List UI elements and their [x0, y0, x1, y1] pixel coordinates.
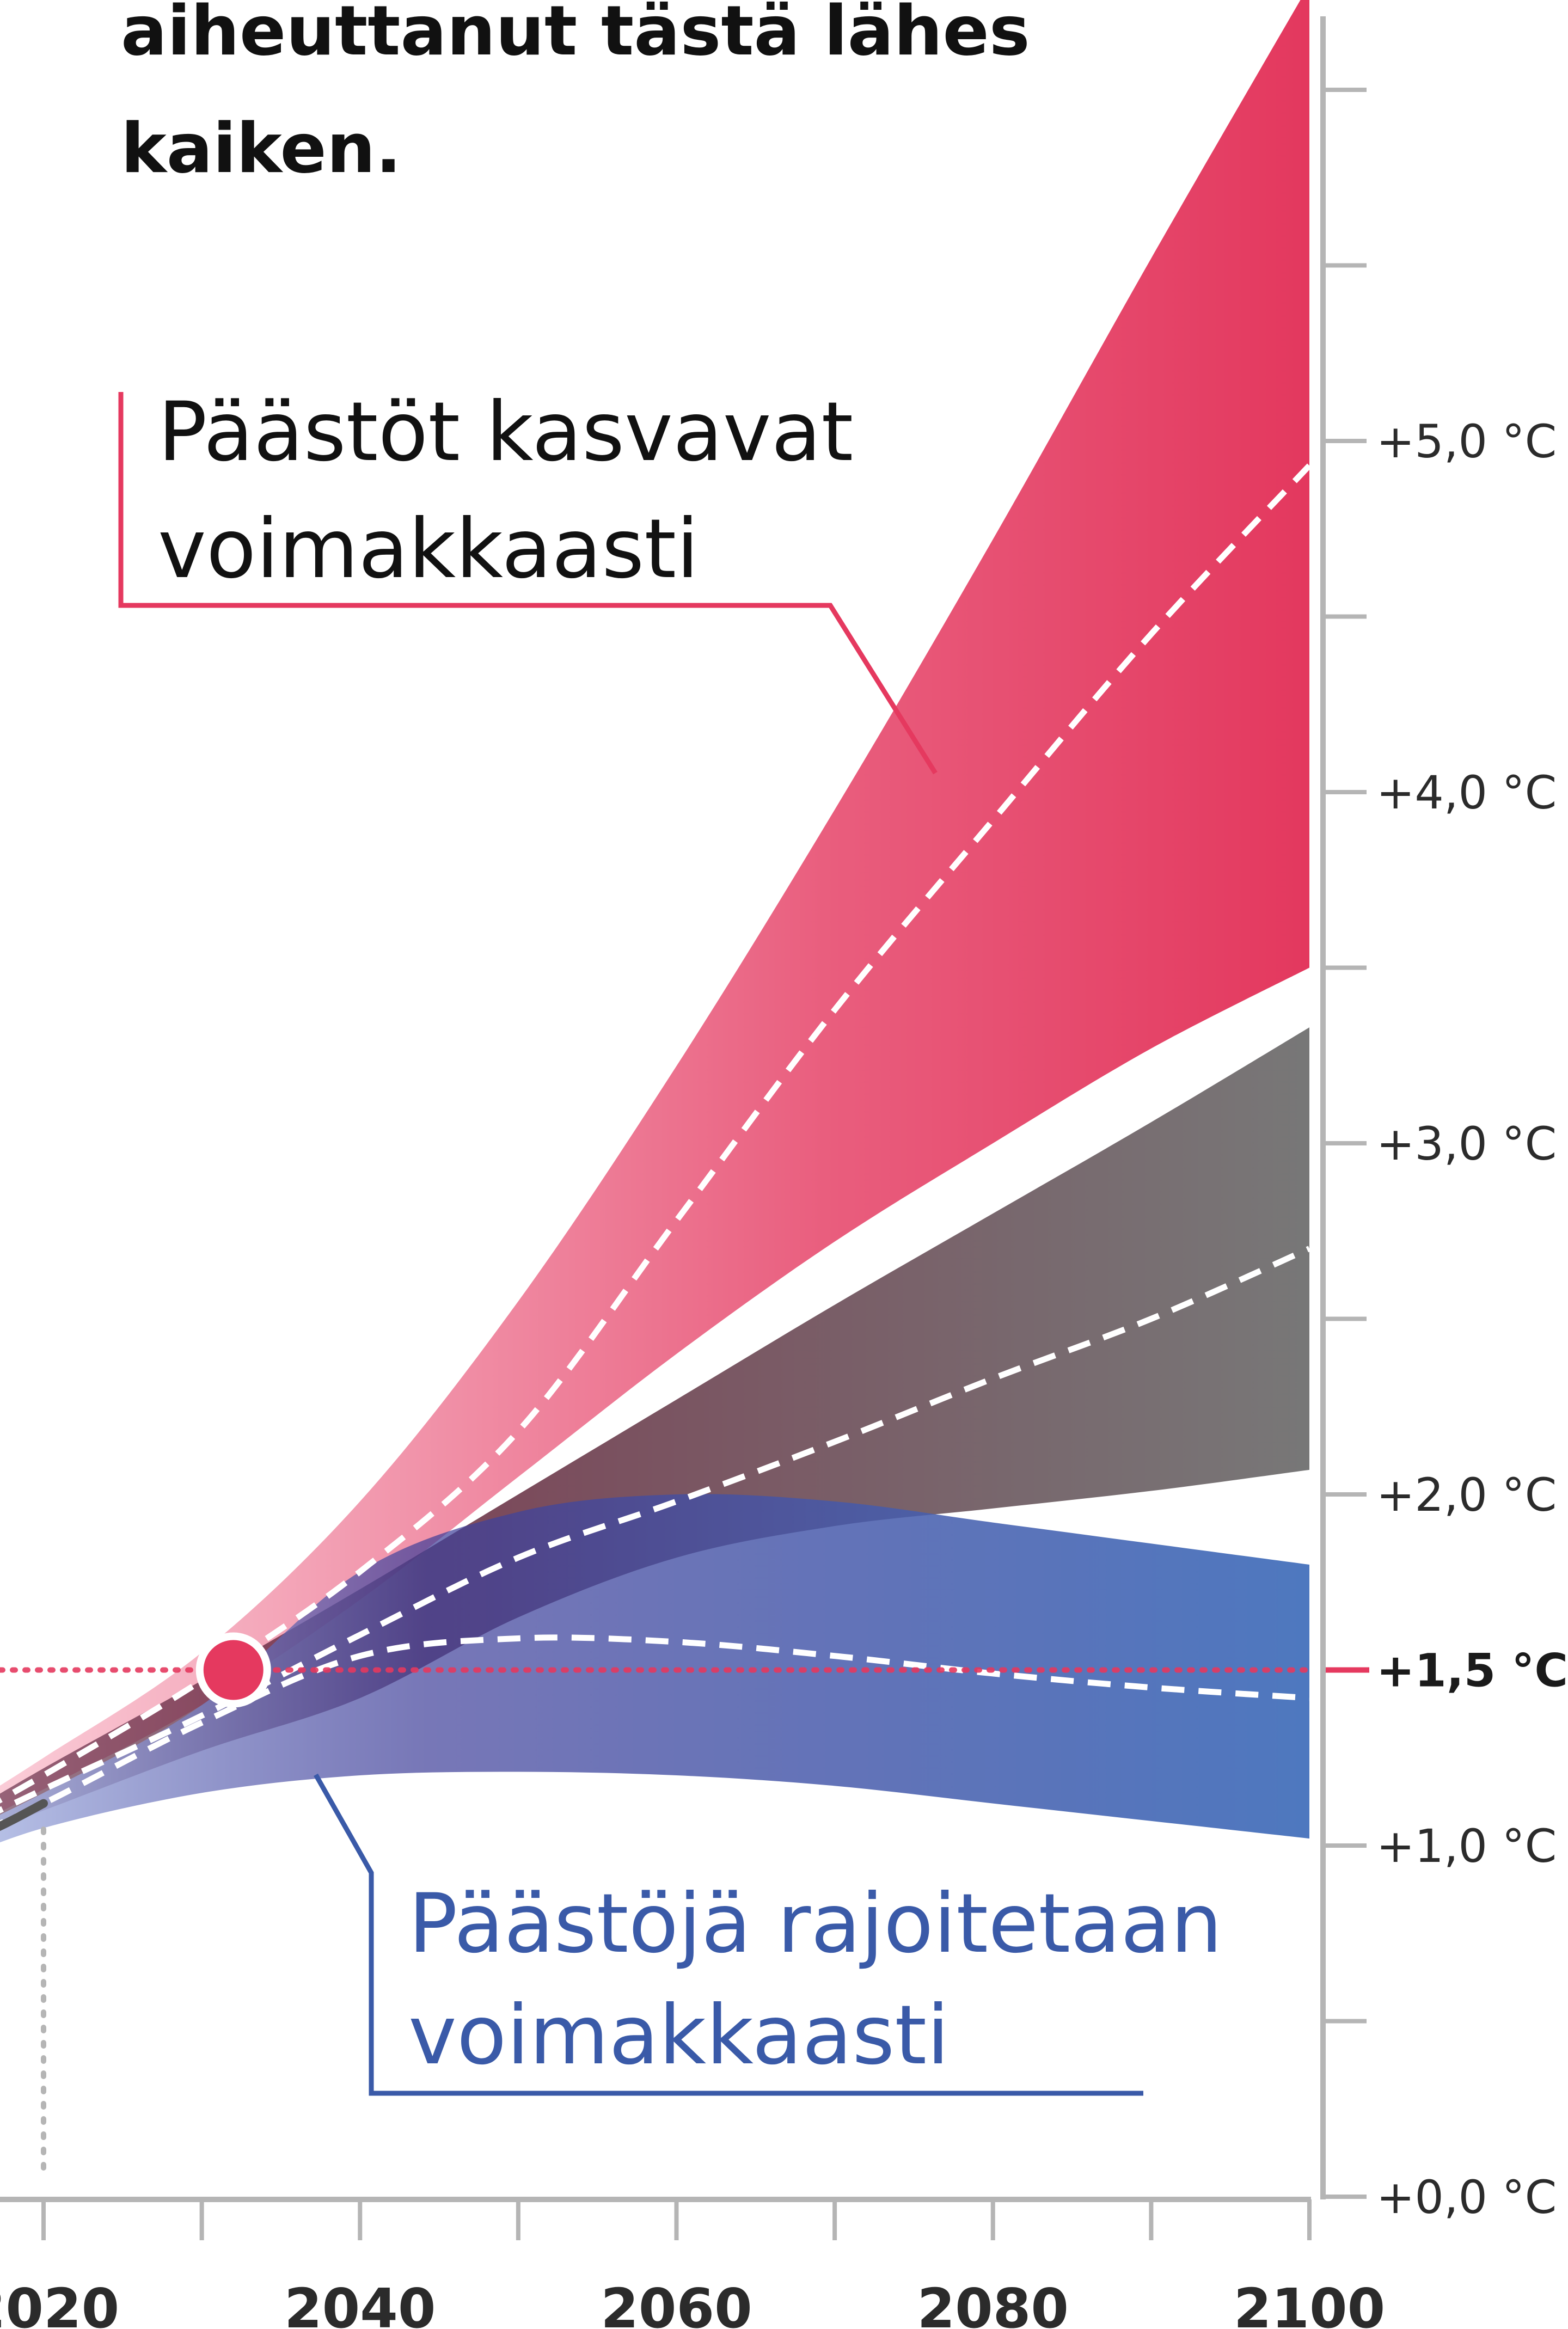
median-line-low — [0, 1634, 1310, 1827]
y-tick-label: +4,0 °C — [1376, 766, 1557, 819]
scenario-bands — [0, 0, 1309, 1843]
title-line-1: aiheuttanut tästä lähes — [121, 0, 1030, 71]
median-lines — [0, 463, 1312, 1831]
x-tick-label: 2040 — [284, 2277, 436, 2329]
threshold-group — [0, 1632, 1369, 1708]
axes: +0,0 °C +1,0 °C +1,5 °C +2,0 °C +3,0 °C +4,0 … — [0, 16, 1568, 2329]
annotation-high-line-2: voimakkaasti — [158, 502, 699, 597]
y-tick-label: +1,5 °C — [1376, 1644, 1568, 1697]
y-tick-label: +1,0 °C — [1376, 1819, 1557, 1873]
title-line-2: kaiken. — [121, 108, 402, 188]
annotation-low-line-2: voimakkaasti — [408, 1988, 950, 2083]
y-tick-label: +0,0 °C — [1376, 2171, 1557, 2224]
annotation-high-leader — [118, 392, 938, 775]
band-high — [0, 0, 1309, 1812]
annotation-low-line-1: Päästöjä rajoitetaan — [408, 1877, 1222, 1971]
observed-line — [0, 1799, 48, 1831]
x-tick-label: 2100 — [1234, 2277, 1385, 2329]
annotation-high-line-1: Päästöt kasvavat — [158, 385, 853, 480]
median-line-mid — [0, 1246, 1311, 1814]
y-tick-label: +5,0 °C — [1376, 415, 1557, 468]
x-tick-label: 2060 — [601, 2277, 752, 2329]
y-tick-label: +3,0 °C — [1376, 1117, 1557, 1170]
y-tick-label: +2,0 °C — [1376, 1468, 1557, 1522]
x-tick-label: 2080 — [917, 2277, 1069, 2329]
annotation-low-leader — [314, 1773, 1143, 2096]
crossing-marker — [195, 1632, 271, 1708]
median-line-high — [0, 463, 1312, 1804]
